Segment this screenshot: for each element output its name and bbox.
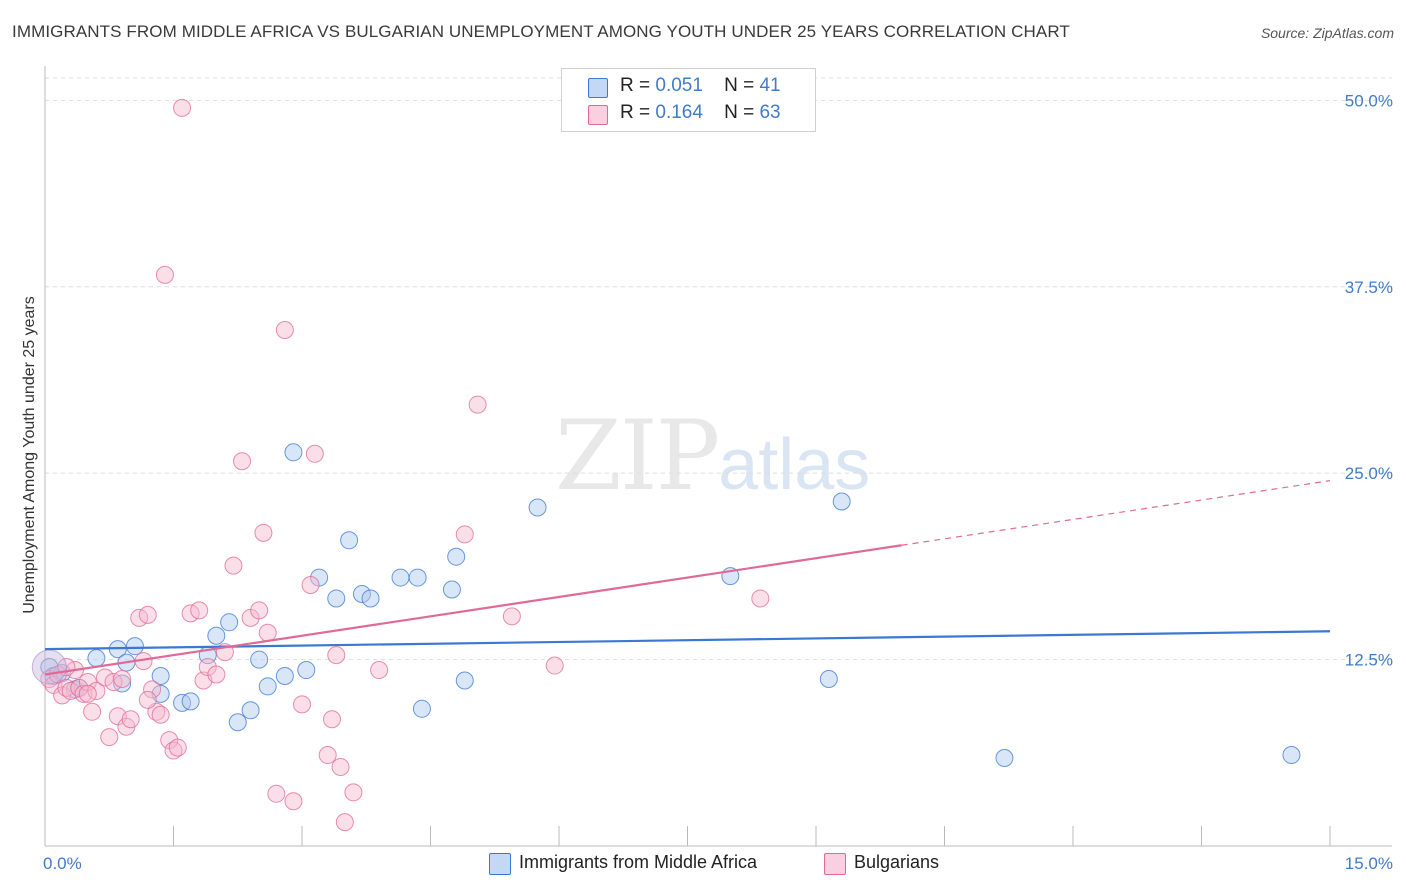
immigrants-point [412, 699, 431, 718]
y-tick-label: 25.0% [1345, 464, 1393, 483]
series-legend: Immigrants from Middle Africa Bulgarians [0, 852, 1406, 878]
x-tick-label: 15.0% [1345, 854, 1393, 873]
immigrants-point [181, 692, 200, 711]
bulgarians-point [250, 601, 269, 620]
immigrants-point [125, 637, 144, 656]
watermark: ZIPatlas [555, 400, 870, 512]
bulgarians-trend-extension [901, 480, 1331, 546]
bulgarians-point [258, 623, 277, 642]
bulgarians-point [155, 265, 174, 284]
immigrants-point [228, 713, 247, 732]
bulgarians-point [284, 792, 303, 811]
bulgarians-point [344, 783, 363, 802]
bulgarians-point [207, 665, 226, 684]
bulgarians-point [267, 784, 286, 803]
immigrants-point [447, 547, 466, 566]
bulgarians-point [151, 705, 170, 724]
bulgarians-point [305, 444, 324, 463]
y-tick-label: 37.5% [1345, 278, 1393, 297]
bulgarians-point [301, 576, 320, 595]
bulgarians-point [78, 684, 97, 703]
legend-n-value: 63 [759, 102, 781, 123]
bulgarians-point [138, 690, 157, 709]
legend-r-value: 0.051 [655, 75, 703, 96]
bulgarians-point [468, 395, 487, 414]
legend-item-label: Immigrants from Middle Africa [519, 852, 758, 872]
bulgarians-point [502, 607, 521, 626]
immigrants-point [275, 666, 294, 685]
immigrants-point [995, 749, 1014, 768]
chart-title: IMMIGRANTS FROM MIDDLE AFRICA VS BULGARI… [12, 22, 1070, 41]
x-tick-label: 0.0% [43, 854, 82, 873]
immigrants-point [408, 568, 427, 587]
legend-item-label: Bulgarians [854, 852, 940, 872]
bulgarians-point [751, 589, 770, 608]
immigrants-point [528, 498, 547, 517]
bulgarians-point [370, 661, 389, 680]
bulgarians-point [168, 738, 187, 757]
bulgarians-point [322, 710, 341, 729]
bulgarians-point [254, 523, 273, 542]
bulgarians-point [173, 98, 192, 117]
watermark-zip: ZIP [555, 400, 720, 512]
legend-swatch-pink [824, 853, 846, 875]
bulgarians-point [275, 321, 294, 340]
immigrants-point [241, 701, 260, 720]
legend-swatch-blue [588, 78, 608, 98]
immigrants-point [250, 650, 269, 669]
bulgarians-point [138, 605, 157, 624]
legend-swatch-blue [489, 853, 511, 875]
immigrants-point [87, 649, 106, 668]
bulgarians-point [327, 646, 346, 665]
legend-n-label: N = [724, 102, 755, 123]
source-label: Source: ZipAtlas.com [1260, 25, 1394, 41]
bulgarians-point [224, 556, 243, 575]
legend-r-label: R = [620, 102, 651, 123]
bulgarians-point [455, 525, 474, 544]
immigrants-point [207, 626, 226, 645]
bulgarians-point [143, 680, 162, 699]
immigrants-point [327, 589, 346, 608]
immigrants-point [361, 589, 380, 608]
bulgarians-point [121, 710, 140, 729]
bulgarians-trend-line [44, 544, 902, 676]
y-tick-label: 50.0% [1345, 91, 1393, 110]
bulgarians-point [318, 746, 337, 765]
immigrants-point [258, 677, 277, 696]
bulgarians-point [545, 656, 564, 675]
legend-r-value: 0.164 [655, 102, 703, 123]
bulgarians-point [233, 452, 252, 471]
legend-n-value: 41 [759, 75, 781, 96]
immigrants-point [832, 492, 851, 511]
watermark-atlas: atlas [718, 425, 871, 505]
immigrants-point [455, 671, 474, 690]
bulgarians-point [293, 695, 311, 714]
immigrants-point [284, 443, 303, 462]
correlation-legend: R = 0.051 N = 41 R = 0.164 N = 63 [561, 68, 816, 132]
legend-row-text: R = 0.164 N = 63 [620, 102, 781, 124]
immigrants-point [819, 669, 838, 688]
immigrants-point [297, 661, 316, 680]
immigrants-point [340, 531, 359, 550]
bulgarians-point [190, 601, 209, 620]
legend-r-label: R = [620, 75, 651, 96]
legend-swatch-pink [588, 105, 608, 125]
bulgarians-point [100, 728, 119, 747]
legend-n-label: N = [724, 75, 755, 96]
bulgarians-point [331, 757, 350, 776]
bulgarians-point [83, 702, 102, 721]
bulgarians-point [113, 669, 132, 688]
immigrants-trend-line [44, 630, 1331, 651]
immigrants-point [352, 584, 371, 603]
legend-row-text: R = 0.051 N = 41 [620, 75, 781, 97]
cluster-point [31, 649, 67, 685]
immigrants-point [151, 666, 170, 685]
y-tick-label: 12.5% [1345, 651, 1393, 670]
immigrants-point [1282, 746, 1301, 765]
immigrants-point [220, 613, 239, 632]
immigrants-point [442, 580, 461, 599]
immigrants-point [391, 568, 410, 587]
bulgarians-point [335, 813, 354, 832]
